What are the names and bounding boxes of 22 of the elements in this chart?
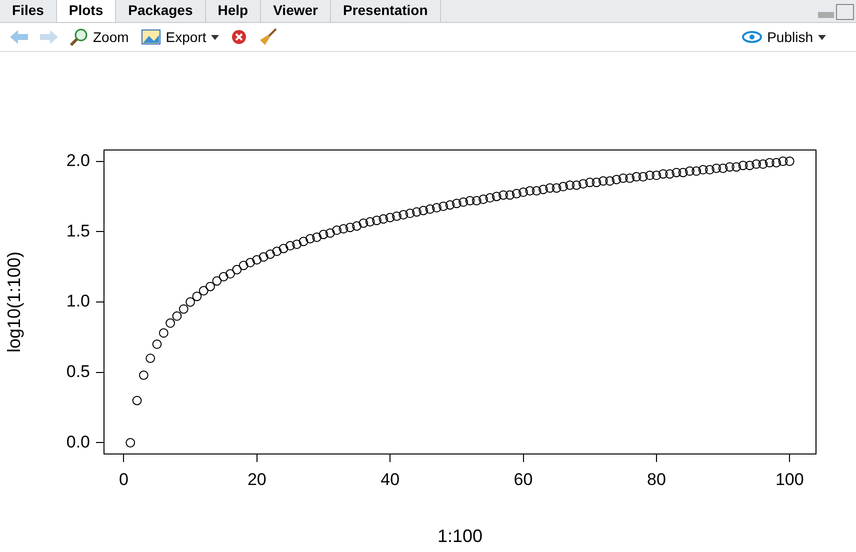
x-tick-label: 40	[380, 470, 400, 489]
text: Packages	[116, 0, 206, 22]
y-tick-label: 2.0	[66, 150, 90, 170]
text: Publish	[767, 29, 813, 45]
x-axis-title: 1:100	[437, 526, 483, 546]
x-tick-label: 60	[514, 470, 533, 489]
x-tick-label: 20	[247, 470, 266, 489]
x-tick-label: 0	[118, 470, 128, 489]
text: Files	[0, 0, 57, 22]
text: Help	[206, 0, 262, 22]
y-tick-label: 1.0	[66, 292, 90, 311]
x-tick-label: 80	[646, 470, 666, 489]
text: Plots	[56, 0, 116, 22]
y-axis-title: log10(1:100)	[4, 251, 24, 353]
text: Export	[166, 29, 206, 45]
y-tick-label: 0.0	[66, 432, 90, 452]
text: Viewer	[261, 0, 331, 22]
y-tick-label: 0.5	[66, 362, 90, 382]
text: Zoom	[93, 29, 129, 45]
y-tick-label: 1.5	[66, 221, 90, 240]
x-tick-label: 100	[775, 470, 804, 489]
text: Presentation	[330, 0, 441, 22]
